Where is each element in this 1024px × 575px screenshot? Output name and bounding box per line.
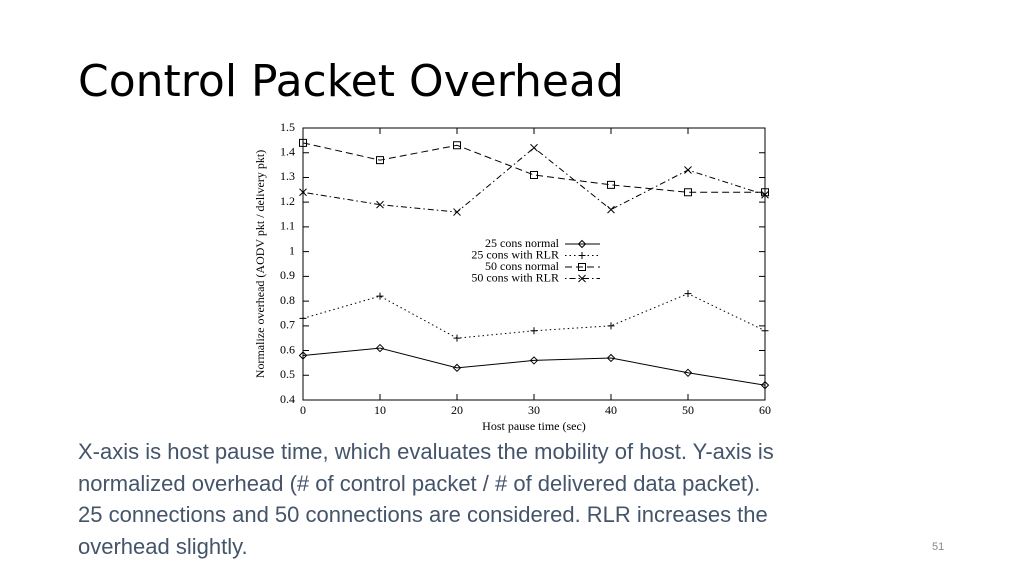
point-marker	[298, 351, 308, 360]
point-marker	[683, 368, 693, 378]
y-tick-label: 0.4	[280, 392, 295, 406]
point-marker	[376, 200, 384, 209]
x-tick-label: 0	[300, 403, 306, 417]
x-tick-label: 20	[451, 403, 463, 417]
slide-title: Control Packet Overhead	[78, 56, 624, 107]
y-tick-label: 1.2	[280, 194, 295, 208]
point-marker	[530, 170, 538, 179]
legend-marker	[577, 239, 587, 249]
x-tick-label: 40	[605, 403, 617, 417]
page-number: 51	[932, 541, 945, 553]
legend-label: 50 cons with RLR	[471, 270, 559, 284]
body-text: X-axis is host pause time, which evaluat…	[78, 436, 774, 562]
legend-label: 25 cons normal	[485, 236, 560, 250]
point-marker	[530, 143, 538, 152]
point-marker	[375, 343, 385, 353]
point-marker	[376, 292, 384, 300]
point-marker	[684, 188, 692, 197]
point-marker	[299, 314, 307, 322]
y-tick-label: 1.5	[280, 120, 295, 134]
legend-marker	[578, 274, 586, 283]
point-marker	[299, 138, 307, 147]
y-tick-label: 1	[289, 243, 295, 257]
legend-label: 25 cons with RLR	[471, 247, 559, 261]
y-tick-label: 1.4	[280, 144, 295, 158]
y-tick-label: 0.8	[280, 293, 295, 307]
y-tick-label: 1.3	[280, 169, 295, 183]
point-marker	[299, 188, 307, 197]
point-marker	[606, 353, 616, 363]
x-axis-label: Host pause time (sec)	[482, 419, 586, 433]
point-marker	[607, 180, 615, 189]
series-line	[302, 142, 765, 193]
y-axis-label: Normalize overhead (AODV pkt / delivery …	[253, 150, 267, 378]
point-marker	[684, 290, 692, 298]
body-line: normalized overhead (# of control packet…	[78, 470, 761, 496]
y-tick-label: 0.6	[280, 342, 295, 356]
point-marker	[453, 141, 461, 150]
x-tick-label: 30	[528, 403, 540, 417]
point-marker	[453, 208, 461, 216]
point-marker	[760, 380, 770, 390]
y-tick-label: 0.5	[280, 367, 295, 381]
body-line: 25 connections and 50 connections are co…	[78, 502, 768, 527]
x-tick-label: 60	[759, 403, 771, 417]
point-marker	[607, 322, 615, 330]
legend-marker	[578, 252, 586, 259]
y-tick-label: 1.1	[280, 219, 295, 233]
point-marker	[529, 356, 539, 365]
legend-marker	[578, 263, 586, 271]
series-line	[302, 347, 766, 386]
point-marker	[376, 156, 384, 165]
series-line	[302, 147, 766, 213]
point-marker	[453, 334, 461, 342]
point-marker	[452, 363, 462, 373]
body-line: overhead slightly.	[78, 533, 248, 559]
x-tick-label: 50	[682, 403, 694, 417]
body-line: X-axis is host pause time, which evaluat…	[78, 439, 774, 464]
point-marker	[761, 327, 769, 335]
y-tick-label: 0.7	[280, 318, 295, 332]
point-marker	[761, 190, 769, 199]
point-marker	[684, 166, 692, 174]
point-marker	[607, 205, 615, 214]
point-marker	[530, 327, 538, 335]
x-tick-label: 10	[374, 403, 386, 417]
legend-label: 50 cons normal	[485, 259, 560, 273]
y-tick-label: 0.9	[280, 268, 295, 282]
